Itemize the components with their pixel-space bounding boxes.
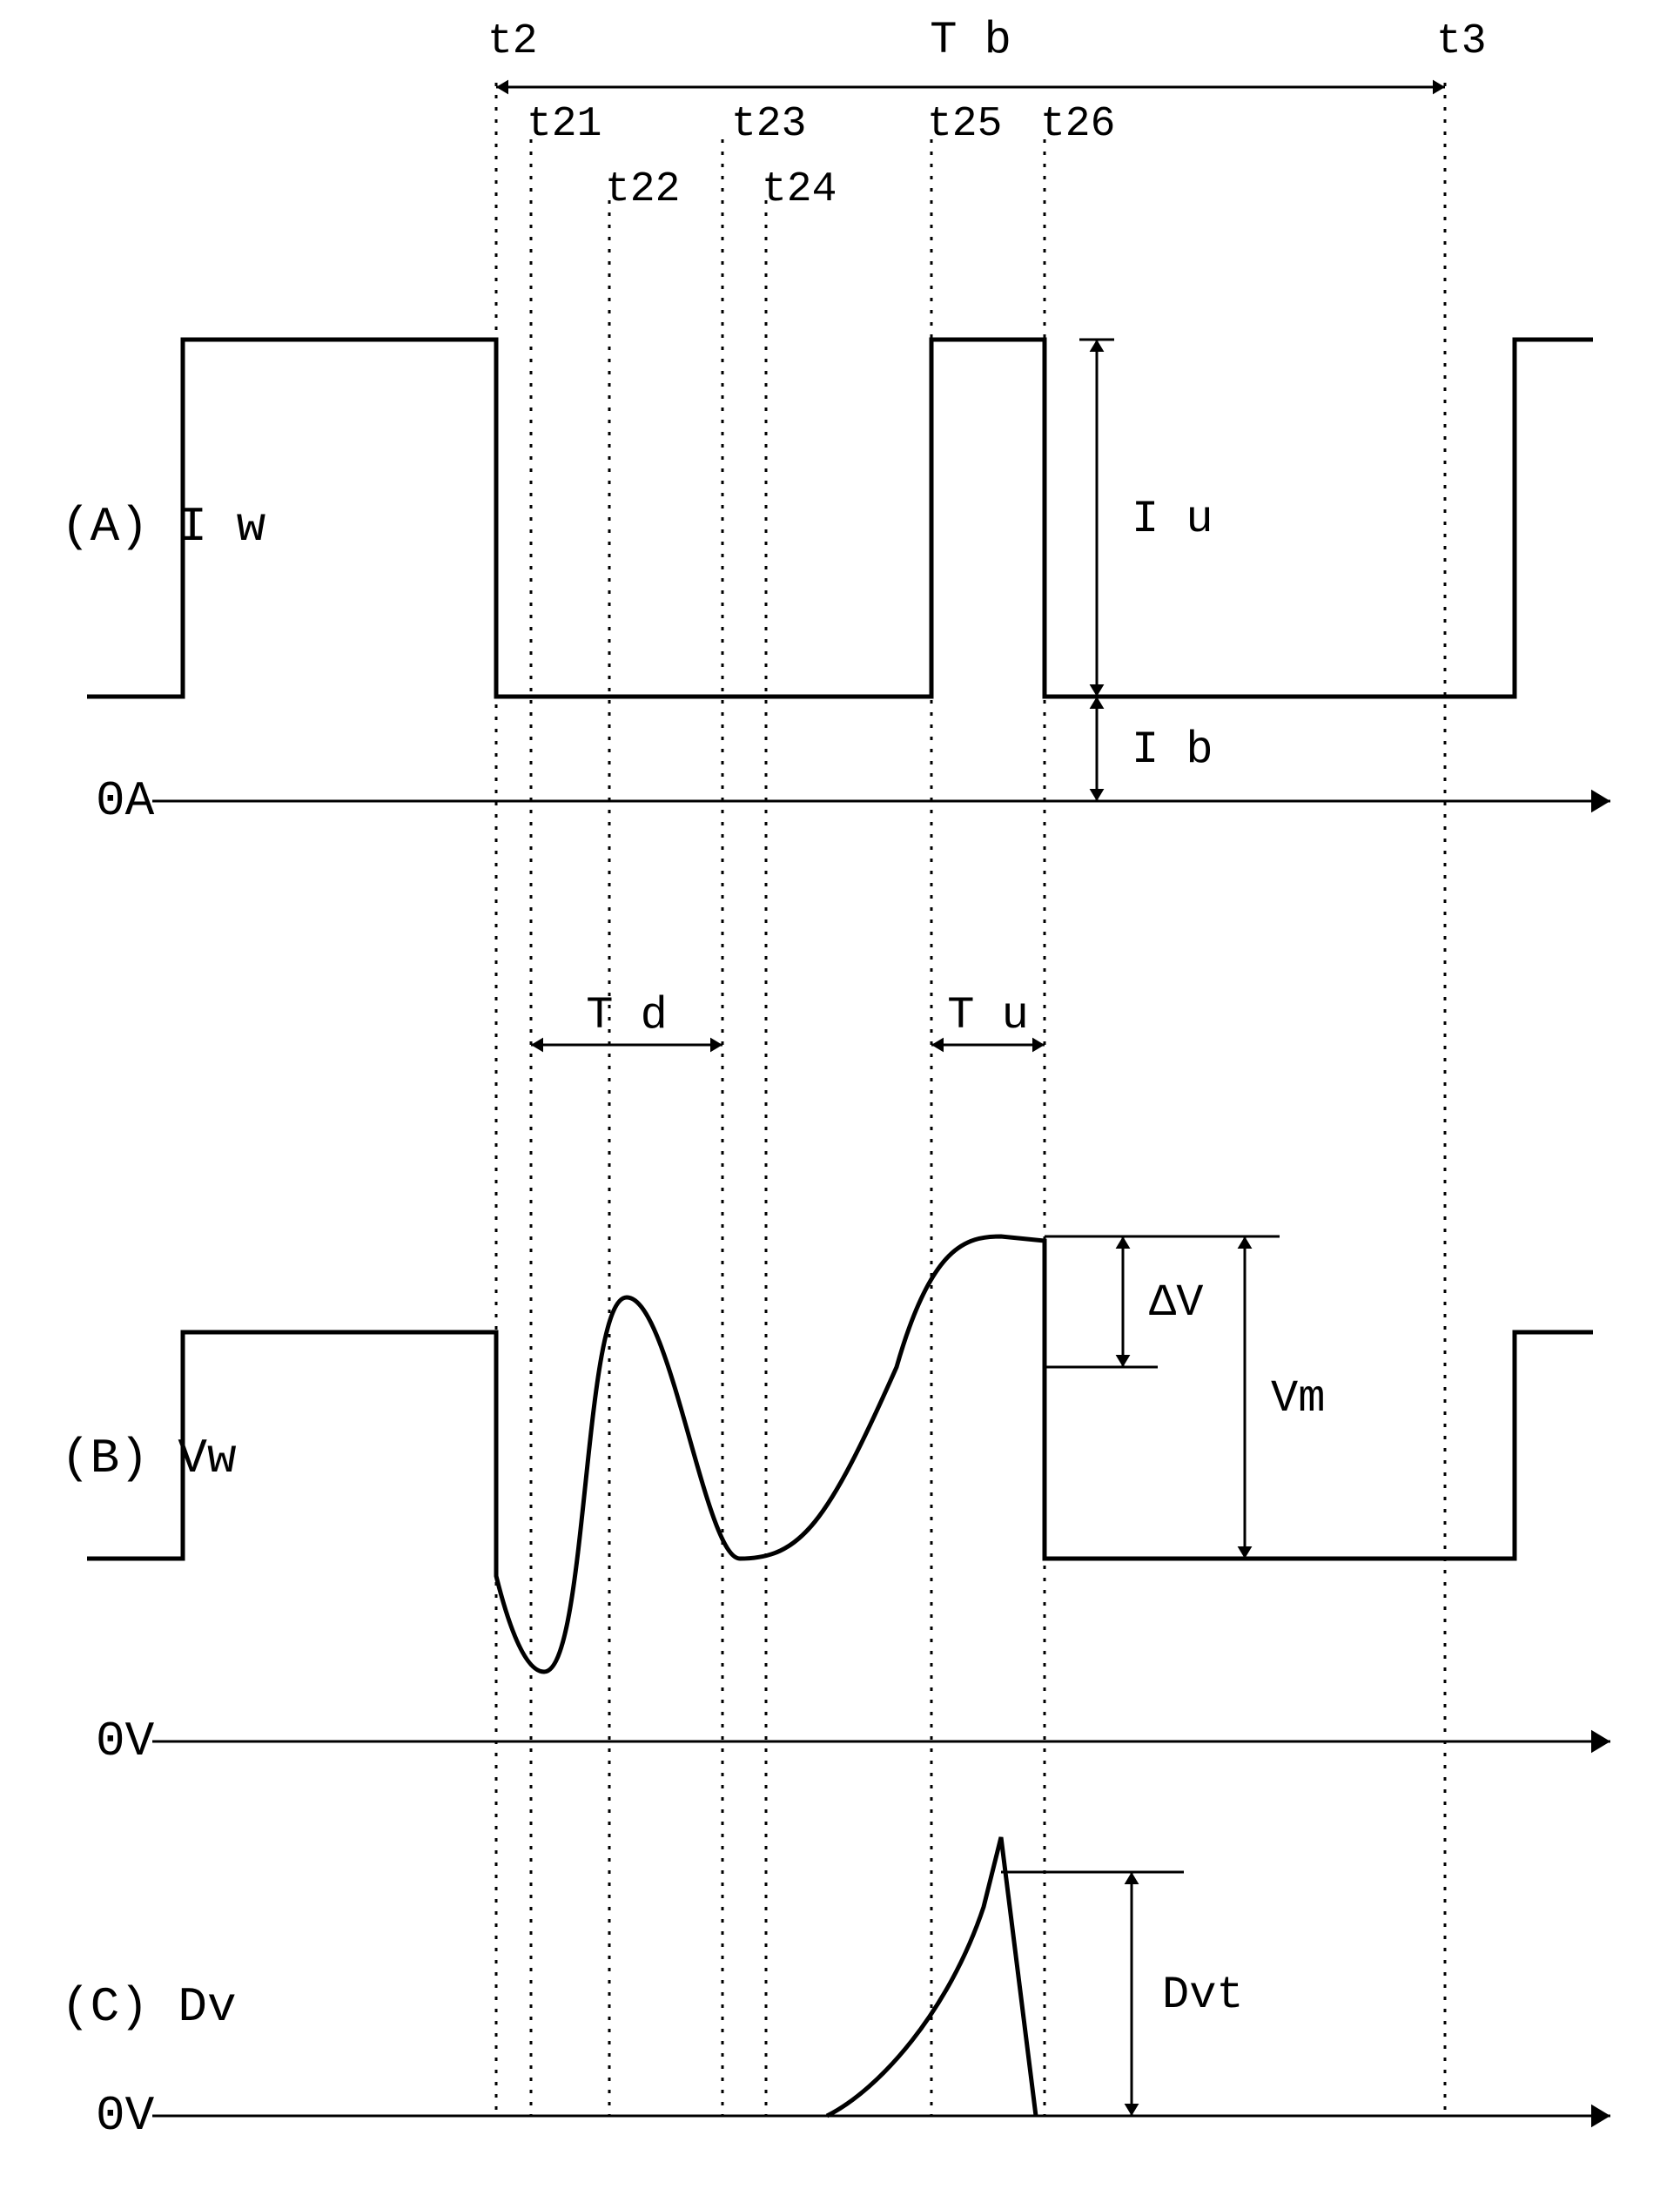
time-label-t23: t23	[731, 101, 806, 148]
axis-a-label: 0A	[96, 773, 155, 829]
waveform-dv	[827, 1837, 1036, 2116]
label-Iu: I u	[1132, 494, 1213, 545]
label-Tu: T u	[947, 990, 1029, 1041]
axis-c-label: 0V	[96, 2088, 155, 2144]
label-Td: T d	[586, 990, 668, 1041]
axis-b-label: 0V	[96, 1714, 155, 1769]
time-label-t21: t21	[527, 101, 601, 148]
label-Vm: Vm	[1271, 1373, 1325, 1425]
panel-b-label: (B) Vw	[61, 1431, 237, 1486]
waveform-vw	[87, 1236, 1593, 1672]
label-Dvt: Dvt	[1162, 1970, 1244, 2021]
time-label-t26: t26	[1040, 101, 1115, 148]
time-label-t2: t2	[487, 18, 538, 65]
time-label-t24: t24	[762, 166, 837, 213]
time-label-t22: t22	[605, 166, 680, 213]
span-label-Tb: T b	[930, 15, 1011, 66]
panel-c-label: (C) Dv	[61, 1979, 237, 2035]
label-Ib: I b	[1132, 724, 1213, 776]
label-dV: ΔV	[1149, 1277, 1203, 1329]
panel-a-label: (A) I w	[61, 499, 266, 555]
time-label-t3: t3	[1436, 18, 1487, 65]
waveform-iw	[87, 340, 1593, 697]
time-label-t25: t25	[927, 101, 1002, 148]
